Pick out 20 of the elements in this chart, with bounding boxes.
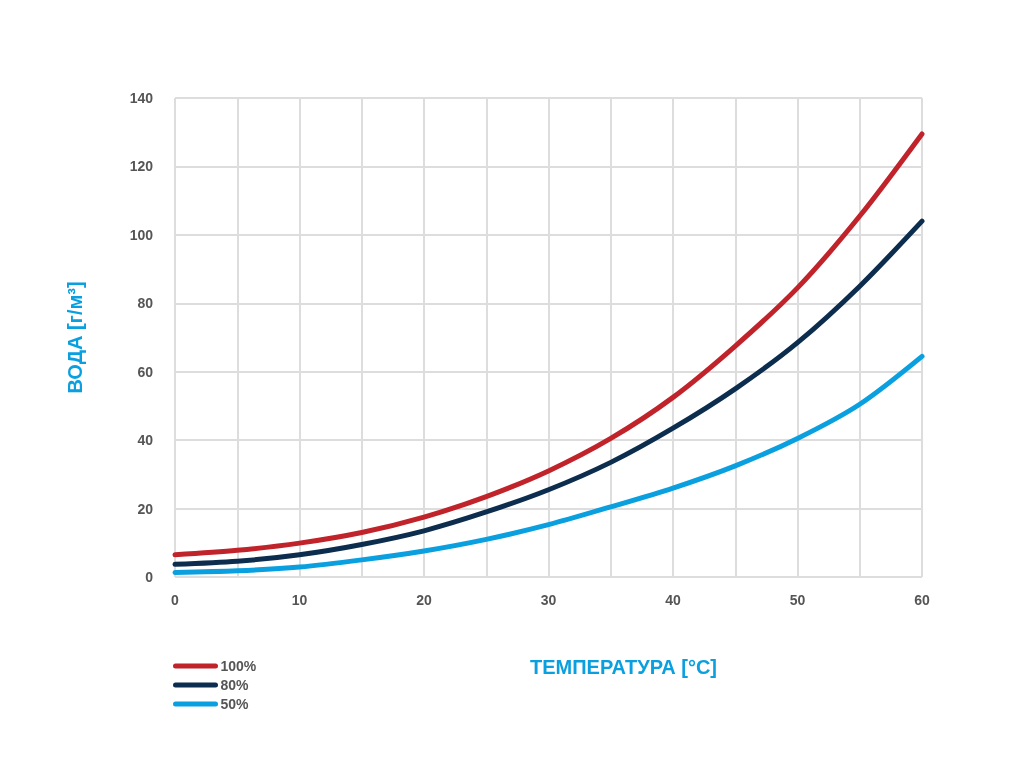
x-tick-label: 0 [171,592,180,608]
y-tick-label: 140 [129,90,154,106]
y-tick-label: 20 [137,500,154,517]
y-axis-title: ВОДА [г/м³] [64,281,86,394]
y-tick-label: 120 [129,158,154,175]
legend-label: 50% [220,696,250,712]
legend-label: 80% [220,677,250,693]
x-tick-label: 30 [540,592,557,608]
x-tick-label: 20 [416,592,432,608]
x-tick-label: 50 [789,592,806,608]
x-tick-label: 60 [914,592,930,608]
x-tick-label: 10 [291,592,308,608]
x-tick-label: 40 [665,592,681,608]
y-tick-label: 0 [145,569,154,585]
y-tick-label: 60 [137,363,154,380]
y-tick-label: 40 [137,432,154,449]
legend-label: 100% [220,658,257,674]
y-tick-label: 80 [137,295,154,312]
y-tick-label: 100 [129,226,154,243]
x-axis-title: ТЕМПЕРАТУРА [°C] [530,656,717,678]
